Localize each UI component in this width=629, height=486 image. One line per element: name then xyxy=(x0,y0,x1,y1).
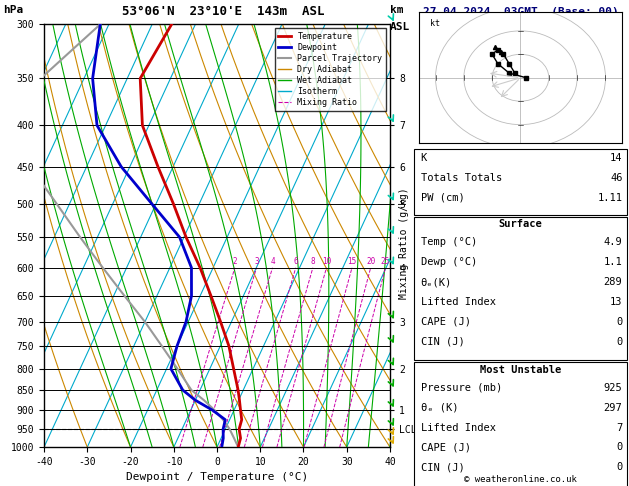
Text: Temp (°C): Temp (°C) xyxy=(421,237,477,247)
Text: Lifted Index: Lifted Index xyxy=(421,297,496,307)
Text: Surface: Surface xyxy=(499,219,542,229)
Text: 6: 6 xyxy=(294,257,298,266)
Text: CAPE (J): CAPE (J) xyxy=(421,317,470,327)
Text: 2: 2 xyxy=(233,257,237,266)
Text: 53°06'N  23°10'E  143m  ASL: 53°06'N 23°10'E 143m ASL xyxy=(122,5,325,18)
Text: Totals Totals: Totals Totals xyxy=(421,173,502,183)
Bar xyxy=(414,149,627,215)
Text: θₑ(K): θₑ(K) xyxy=(421,277,452,287)
Text: 0: 0 xyxy=(616,462,623,472)
Text: 4.9: 4.9 xyxy=(604,237,623,247)
Text: 1.11: 1.11 xyxy=(598,193,623,203)
Text: Most Unstable: Most Unstable xyxy=(480,364,561,375)
Text: CIN (J): CIN (J) xyxy=(421,337,464,347)
Text: 20: 20 xyxy=(366,257,376,266)
X-axis label: Dewpoint / Temperature (°C): Dewpoint / Temperature (°C) xyxy=(126,472,308,483)
Legend: Temperature, Dewpoint, Parcel Trajectory, Dry Adiabat, Wet Adiabat, Isotherm, Mi: Temperature, Dewpoint, Parcel Trajectory… xyxy=(275,29,386,111)
Text: 297: 297 xyxy=(604,402,623,413)
Bar xyxy=(414,217,627,361)
Text: 14: 14 xyxy=(610,153,623,163)
Text: 289: 289 xyxy=(604,277,623,287)
Text: 925: 925 xyxy=(604,382,623,393)
Text: Lifted Index: Lifted Index xyxy=(421,422,496,433)
Text: 0: 0 xyxy=(616,317,623,327)
Text: km: km xyxy=(390,5,403,15)
Text: CIN (J): CIN (J) xyxy=(421,462,464,472)
Text: 4: 4 xyxy=(270,257,275,266)
Text: CAPE (J): CAPE (J) xyxy=(421,442,470,452)
Text: 46: 46 xyxy=(610,173,623,183)
Text: θₑ (K): θₑ (K) xyxy=(421,402,458,413)
Bar xyxy=(414,363,627,486)
Text: 7: 7 xyxy=(616,422,623,433)
Text: Dewp (°C): Dewp (°C) xyxy=(421,257,477,267)
Text: hPa: hPa xyxy=(3,5,23,15)
Text: Mixing Ratio (g/kg): Mixing Ratio (g/kg) xyxy=(399,187,409,299)
Text: 10: 10 xyxy=(322,257,331,266)
Text: ASL: ASL xyxy=(390,22,410,32)
Text: 1.1: 1.1 xyxy=(604,257,623,267)
Text: 15: 15 xyxy=(347,257,357,266)
Text: Pressure (mb): Pressure (mb) xyxy=(421,382,502,393)
Text: K: K xyxy=(421,153,427,163)
Text: 0: 0 xyxy=(616,442,623,452)
Text: 27.04.2024  03GMT  (Base: 00): 27.04.2024 03GMT (Base: 00) xyxy=(423,7,618,17)
Text: 0: 0 xyxy=(616,337,623,347)
Text: 25: 25 xyxy=(381,257,390,266)
Text: 8: 8 xyxy=(311,257,315,266)
Text: PW (cm): PW (cm) xyxy=(421,193,464,203)
Text: 13: 13 xyxy=(610,297,623,307)
Text: © weatheronline.co.uk: © weatheronline.co.uk xyxy=(464,474,577,484)
Text: 3: 3 xyxy=(254,257,259,266)
